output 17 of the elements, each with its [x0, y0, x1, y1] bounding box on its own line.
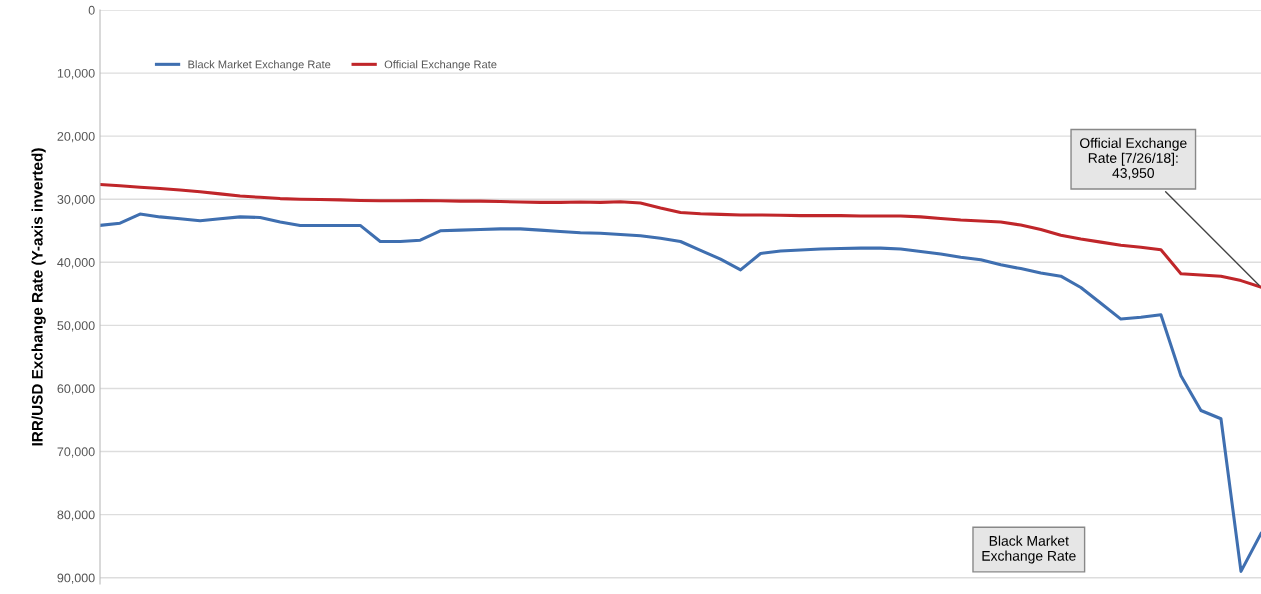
y-tick-label: 50,000 — [57, 321, 95, 332]
annotation: Black Market Exchange Rate — [982, 535, 1076, 564]
y-tick-label: 80,000 — [57, 510, 95, 521]
legend-label: Black Market Exchange Rate — [188, 60, 331, 71]
y-tick-label: 60,000 — [57, 384, 95, 395]
annotation: Official Exchange Rate [7/26/18]: 43,950 — [1080, 137, 1187, 180]
y-tick-label: 90,000 — [57, 573, 95, 584]
y-tick-label: 10,000 — [57, 68, 95, 80]
y-tick-label: 30,000 — [57, 195, 95, 206]
legend-label: Official Exchange Rate — [384, 60, 497, 71]
y-axis-title: IRR/USD Exchange Rate (Y-axis inverted) — [31, 148, 46, 446]
y-tick-label: 0 — [88, 5, 95, 15]
y-tick-label: 40,000 — [57, 258, 95, 269]
line-series — [100, 182, 1261, 289]
line-series — [100, 212, 1261, 573]
y-tick-label: 70,000 — [57, 447, 95, 458]
y-tick-label: 20,000 — [57, 131, 95, 143]
